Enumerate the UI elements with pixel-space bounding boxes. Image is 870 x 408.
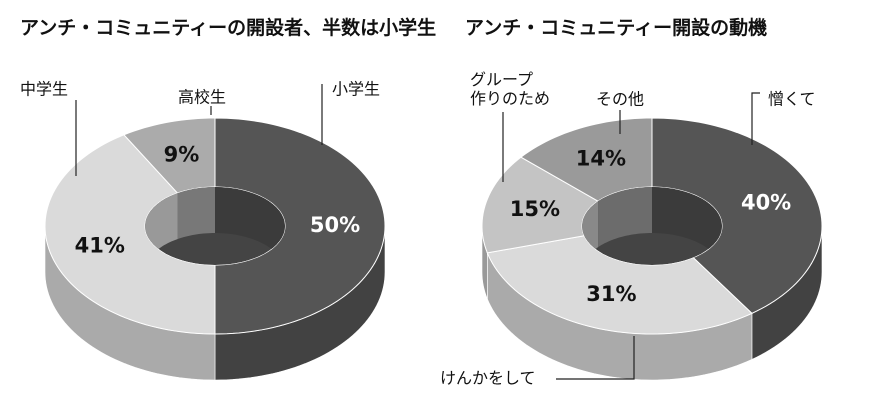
value-label: 40% [741, 190, 791, 214]
leader-line [556, 336, 635, 380]
hole [582, 187, 722, 265]
value-label: 50% [310, 213, 360, 237]
hole-wall [652, 187, 722, 265]
category-label: けんかをして [440, 369, 536, 388]
value-label: 31% [586, 282, 636, 306]
hole-wall [598, 187, 652, 248]
donut-chart: 40% 31% 15% 14% 憎くてけんかをして グループ作りのためその他 [440, 70, 823, 388]
hole-wall [177, 187, 215, 240]
hole-wall [215, 187, 285, 265]
value-label: 14% [576, 147, 626, 171]
value-label: 9% [164, 142, 200, 166]
value-label: 41% [75, 234, 125, 258]
donut-chart: 50% 41% 9% 小学生 中学生 高校生 [20, 80, 386, 381]
category-label: 高校生 [178, 88, 226, 107]
category-label: その他 [596, 90, 644, 109]
leader-line [751, 92, 760, 145]
category-label: 小学生 [332, 80, 380, 99]
category-label: グループ作りのため [470, 70, 550, 108]
value-label: 15% [510, 197, 560, 221]
hole [145, 187, 285, 265]
category-label: 憎くて [768, 90, 816, 109]
category-label: 中学生 [20, 80, 68, 99]
chart-title: アンチ・コミュニティーの開設者、半数は小学生 [20, 16, 436, 39]
chart-title: アンチ・コミュニティー開設の動機 [465, 16, 767, 39]
